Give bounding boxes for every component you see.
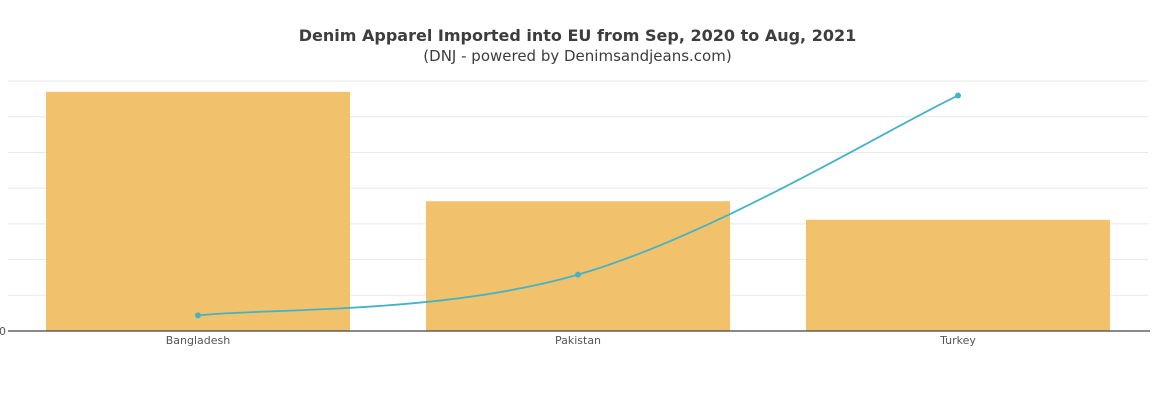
- bar-series: [46, 91, 1110, 331]
- line-point-turkey: [955, 92, 961, 99]
- x-tick-label: Bangladesh: [166, 334, 231, 347]
- bar-turkey: [806, 219, 1110, 331]
- x-tick-label: Pakistan: [555, 334, 601, 347]
- bar-bangladesh: [46, 91, 350, 331]
- x-axis: 0 Bangladesh Pakistan Turkey: [0, 325, 1150, 347]
- line-point-bangladesh: [195, 312, 201, 319]
- chart-title: Denim Apparel Imported into EU from Sep,…: [298, 26, 857, 45]
- chart-subtitle: (DNJ - powered by Denimsandjeans.com): [423, 47, 732, 65]
- bar-pakistan: [426, 201, 730, 331]
- x-tick-label: Turkey: [939, 334, 976, 347]
- y-tick-label-zero: 0: [0, 325, 6, 338]
- line-point-pakistan: [575, 271, 581, 278]
- line-series: [195, 92, 961, 319]
